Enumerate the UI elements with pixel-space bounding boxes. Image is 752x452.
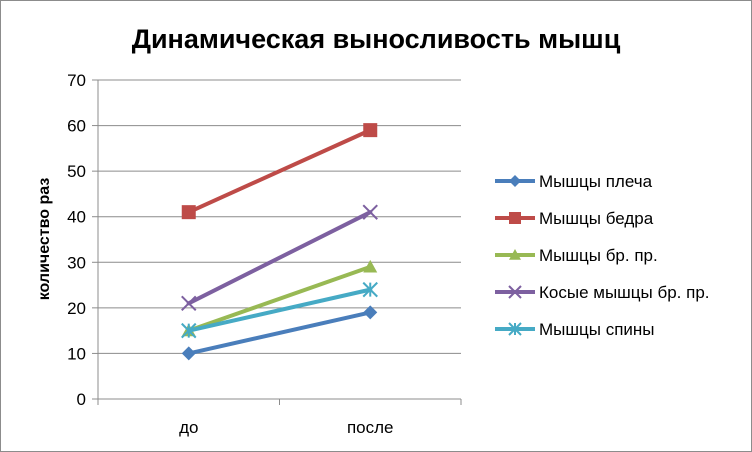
data-point — [181, 205, 196, 220]
series-group — [181, 123, 378, 361]
data-point — [363, 305, 378, 320]
x-tick-labels: до после — [179, 418, 393, 437]
series-line — [186, 310, 373, 356]
y-tick-label: 40 — [67, 208, 86, 227]
series-line — [186, 128, 373, 215]
data-point — [362, 281, 378, 298]
legend-item: Мышцы плеча — [495, 172, 653, 191]
series-line — [186, 264, 373, 333]
data-point — [363, 259, 378, 273]
axes — [92, 79, 462, 405]
x-tick-label: после — [347, 418, 394, 437]
legend-marker — [509, 175, 521, 187]
legend-marker — [508, 322, 522, 336]
data-point — [362, 204, 378, 220]
legend-marker — [509, 212, 521, 224]
series-1 — [181, 305, 378, 361]
legend-item: Мышцы спины — [495, 320, 655, 339]
legend: Мышцы плеча Мышцы бедра Мышцы бр. пр. Косые… — [495, 172, 710, 339]
legend-label: Мышцы бр. пр. — [539, 246, 658, 265]
series-2 — [181, 123, 378, 220]
legend-label: Мышцы бедра — [539, 209, 654, 228]
y-tick-label: 50 — [67, 162, 86, 181]
chart-title: Динамическая выносливость мышц — [132, 24, 621, 54]
legend-item: Мышцы бедра — [495, 209, 654, 228]
legend-marker — [509, 249, 521, 260]
legend-item: Косые мышцы бр. пр. — [495, 283, 710, 302]
data-point — [181, 346, 196, 361]
legend-marker — [508, 285, 522, 299]
data-point — [181, 322, 197, 339]
gridlines — [98, 79, 461, 354]
series-4 — [181, 204, 378, 312]
legend-label: Мышцы спины — [539, 320, 655, 339]
series-line — [186, 287, 373, 333]
series-5 — [181, 281, 378, 339]
y-tick-label: 70 — [67, 71, 86, 90]
legend-label: Косые мышцы бр. пр. — [539, 283, 710, 302]
series-line — [186, 210, 373, 306]
y-tick-label: 30 — [67, 253, 86, 272]
y-tick-label: 10 — [67, 344, 86, 363]
legend-item: Мышцы бр. пр. — [495, 246, 658, 265]
data-point — [363, 123, 378, 138]
legend-label: Мышцы плеча — [539, 172, 653, 191]
data-point — [181, 295, 197, 312]
y-tick-labels: 0 10 20 30 40 50 60 70 — [67, 71, 86, 409]
y-tick-label: 20 — [67, 299, 86, 318]
y-axis-label: количество раз — [36, 178, 53, 301]
x-tick-label: до — [179, 418, 198, 437]
y-tick-label: 60 — [67, 117, 86, 136]
y-tick-label: 0 — [77, 390, 86, 409]
